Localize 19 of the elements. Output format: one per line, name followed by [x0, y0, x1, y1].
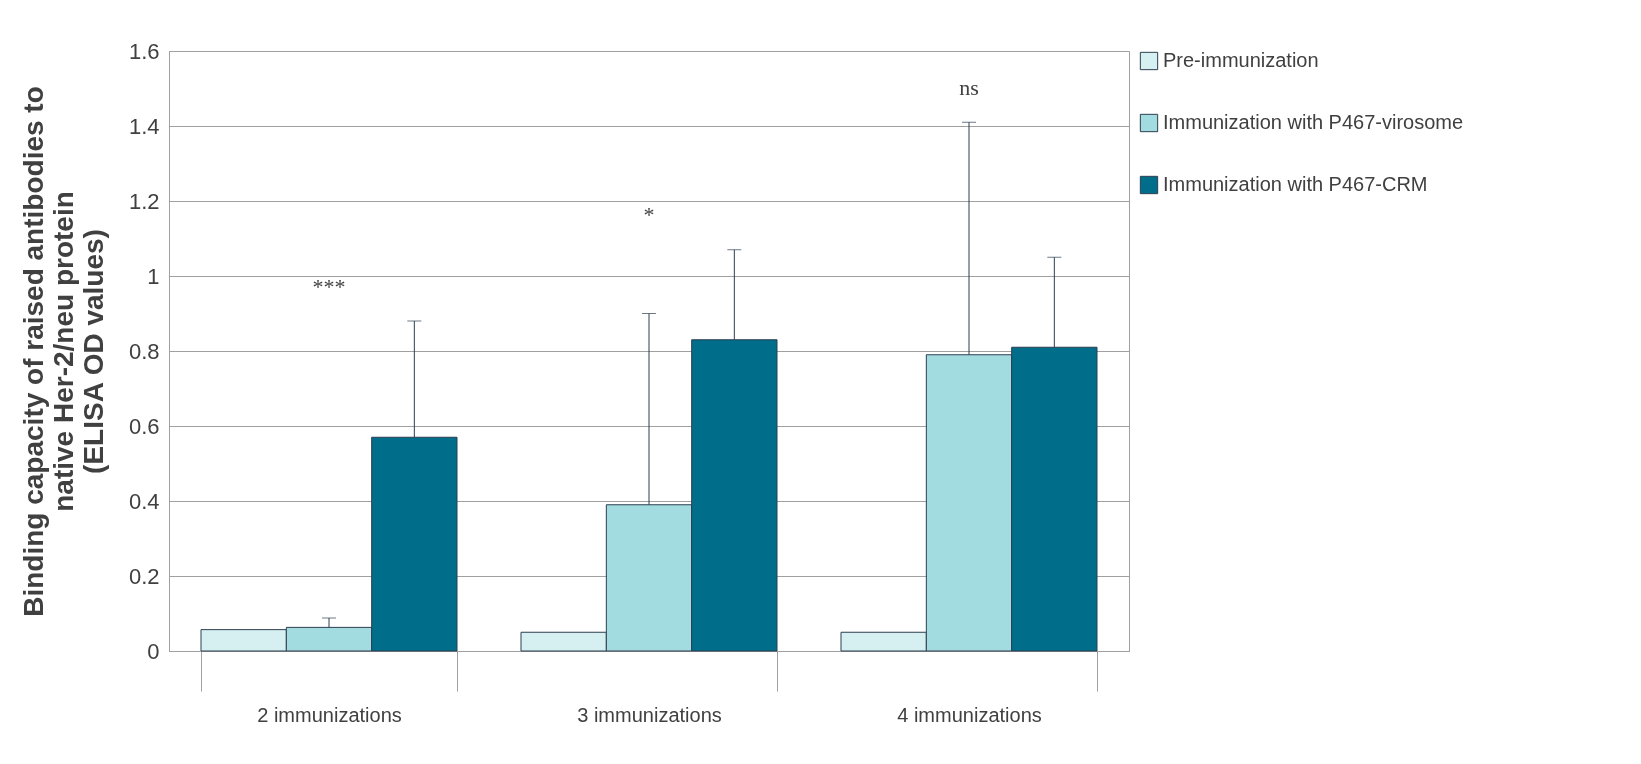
- annotation: ***: [312, 273, 346, 299]
- y-tick-label: 0: [147, 638, 160, 664]
- annotation: *: [643, 202, 655, 228]
- legend-label: Immunization with P467-CRM: [1163, 173, 1428, 195]
- y-tick-label: 0.2: [128, 563, 160, 589]
- y-tick-label: 0.8: [128, 338, 160, 364]
- annotation: ns: [959, 74, 979, 100]
- y-tick-label: 0.6: [128, 413, 160, 439]
- legend-label: Immunization with P467-virosome: [1163, 111, 1464, 133]
- x-tick-label: 2 immunizations: [257, 703, 402, 726]
- x-tick-label: 3 immunizations: [577, 703, 722, 726]
- y-tick-label: 1: [147, 263, 160, 289]
- x-tick-label: 4 immunizations: [897, 703, 1042, 726]
- y-axis-title: Binding capacity of raised antibodies to native Her-2/neu protein (ELISA OD values): [17, 86, 109, 617]
- legend-label: Pre-immunization: [1163, 49, 1319, 71]
- y-tick-label: 1.2: [128, 188, 160, 214]
- y-tick-label: 1.6: [128, 38, 160, 64]
- y-tick-label: 1.4: [128, 113, 160, 139]
- y-tick-label: 0.4: [128, 488, 160, 514]
